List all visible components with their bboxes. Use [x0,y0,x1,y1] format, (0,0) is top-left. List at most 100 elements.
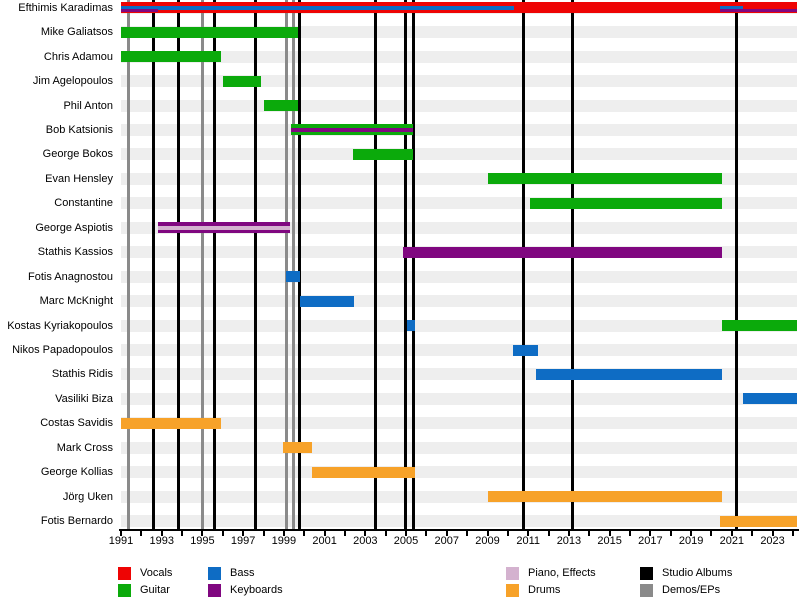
member-label: Mark Cross [56,441,113,454]
legend-label: Piano, Effects [528,567,596,579]
axis-tick-label: 1991 [108,535,134,547]
studio-album-line [176,0,180,529]
legend-swatch [208,567,221,580]
studio-album-line [521,0,525,529]
axis-tick [140,531,143,536]
studio-album-line [253,0,257,529]
axis-tick-label: 2003 [353,535,378,547]
legend-swatch [640,567,653,580]
axis-tick [486,531,489,536]
axis-tick [567,531,570,536]
member-label: George Aspiotis [35,221,113,234]
axis-tick-label: 2009 [475,535,500,547]
axis-tick [425,531,428,536]
row-band [121,270,797,283]
axis-tick [791,531,794,536]
row-band [121,75,797,88]
member-label: Nikos Papadopoulos [12,344,113,356]
demo-ep-line [291,0,295,529]
member-period-bar [743,393,797,405]
axis-tick [506,531,509,536]
axis-tick [608,531,611,536]
member-period-bar [285,271,301,283]
member-period-bar [121,5,514,10]
axis-tick [669,531,672,536]
axis-tick-label: 2021 [719,535,745,547]
member-label: Costas Savidis [40,417,113,430]
legend-swatch [506,584,519,597]
axis-tick-label: 1995 [190,535,215,547]
member-label: Stathis Ridis [51,368,113,381]
member-label: Kostas Kyriakopoulos [7,319,113,332]
row-band [121,221,797,234]
axis-tick [547,531,550,536]
member-period-bar [353,148,414,160]
member-label: George Kollias [40,466,113,479]
demo-ep-line [126,0,130,529]
demo-ep-line [200,0,204,529]
axis-tick-label: 2013 [556,535,582,547]
member-label: Mike Galiatsos [40,26,113,39]
axis-tick [282,531,285,536]
member-period-bar [282,442,313,454]
row-band [121,344,797,356]
member-label: Jörg Uken [62,490,113,503]
legend-label: Vocals [140,567,173,579]
axis-tick [242,531,245,536]
member-label: Efthimis Karadimas [18,1,113,14]
studio-album-line [213,0,217,529]
legend-label: Studio Albums [662,567,733,579]
member-label: Phil Anton [63,99,113,112]
axis-tick [751,531,754,536]
axis-tick-label: 1997 [230,535,256,547]
row-band [121,295,797,308]
row-band [121,441,797,454]
studio-album-line [403,0,407,529]
member-period-bar [407,320,416,332]
row-band [121,515,797,528]
row-band [121,392,797,405]
legend-label: Drums [528,584,561,596]
studio-album-line [411,0,415,529]
axis-tick-label: 1999 [271,535,297,547]
axis-tick [730,531,733,536]
axis-tick [445,531,448,536]
member-label: Fotis Bernardo [40,515,113,528]
axis-tick [181,531,184,536]
axis-tick-label: 2023 [760,535,785,547]
axis-tick [710,531,713,536]
member-period-bar [487,173,722,185]
axis-tick [201,531,204,536]
member-period-bar [291,127,414,132]
axis-tick [405,531,408,536]
row-band [121,148,797,161]
member-period-bar [121,417,221,429]
row-band [121,99,797,112]
member-label: Fotis Anagnostou [27,270,113,283]
axis-tick [323,531,326,536]
member-period-bar [300,295,355,307]
member-period-bar [512,344,539,356]
axis-tick [466,531,469,536]
row-band [121,417,797,430]
member-label: Marc McKnight [39,295,113,308]
axis-tick [262,531,265,536]
member-period-bar [121,51,221,63]
legend-swatch [640,584,653,597]
member-period-bar [222,75,262,87]
legend-swatch [208,584,221,597]
member-label: Constantine [54,197,113,210]
member-label: Jim Agelopoulos [32,75,113,88]
axis-tick-label: 2019 [678,535,704,547]
axis-tick [649,531,652,536]
member-period-bar [721,320,797,332]
member-label: Vasiliki Biza [55,392,113,405]
member-label: George Bokos [42,148,113,161]
member-label: Evan Hensley [45,172,113,185]
member-label: Chris Adamou [43,50,113,63]
demo-ep-line [285,0,289,529]
axis-tick [364,531,367,536]
axis-tick-label: 2005 [393,535,419,547]
studio-album-line [735,0,739,529]
